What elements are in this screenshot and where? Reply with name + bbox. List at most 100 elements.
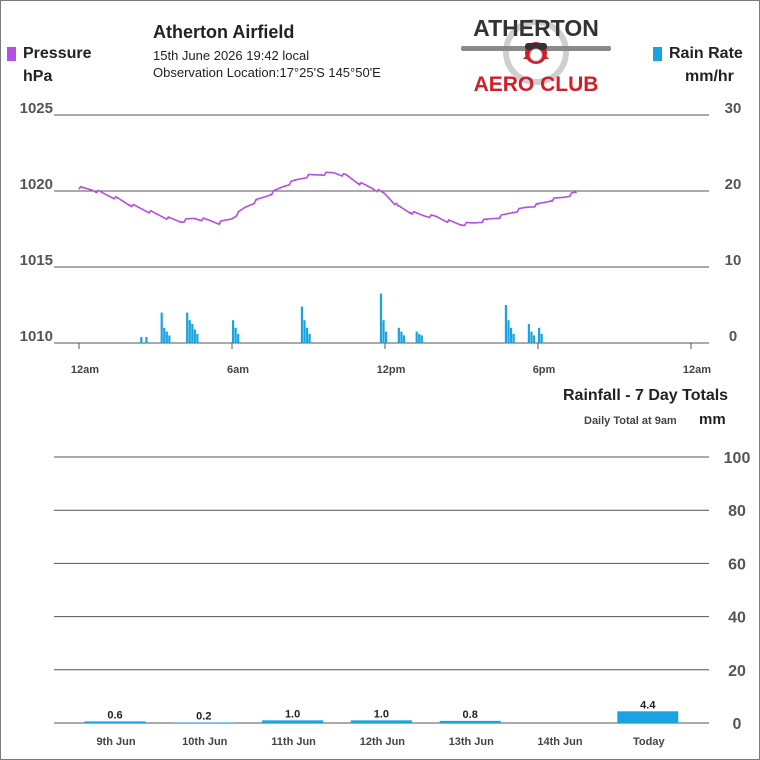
rain-rate-bar: [234, 327, 237, 343]
rain-rate-bar: [305, 327, 309, 343]
pressure-point: [180, 220, 182, 222]
rain-rate-bar: [530, 331, 533, 343]
date-time-line: 15th June 2026 19:42 local: [153, 48, 310, 63]
rainfall-unit-label: mm: [699, 411, 726, 428]
y-tick-label: 80: [728, 503, 746, 520]
pressure-point: [550, 199, 552, 201]
pressure-point: [562, 196, 565, 198]
rain-rate-bar: [308, 333, 311, 343]
pressure-unit-label: hPa: [23, 68, 53, 85]
rain-rate-bar: [540, 333, 543, 343]
bar-data-label: 0.2: [196, 710, 211, 722]
pressure-line: [78, 171, 577, 227]
x-tick-label: 12am: [683, 364, 711, 376]
x-tick-label: 12pm: [377, 364, 406, 376]
rain-rate-bar: [504, 305, 508, 343]
category-label: 11th Jun: [271, 736, 316, 748]
bar-data-label: 0.8: [463, 709, 478, 721]
rain-rate-bar: [507, 320, 510, 343]
y-right-tick-label: 10: [725, 252, 742, 269]
aero-club-logo: ATHERTON AERO CLUB: [461, 15, 611, 96]
y-left-tick-label: 1020: [20, 176, 53, 193]
rain-rate-bar: [538, 327, 541, 343]
rain-rate-bar: [300, 306, 304, 343]
pressure-point: [78, 187, 80, 189]
y-left-tick-label: 1010: [20, 328, 53, 345]
rain-rate-bar: [188, 320, 191, 343]
pressure-point: [371, 187, 373, 189]
logo-top-text: ATHERTON: [473, 15, 599, 41]
rain-rate-bar: [145, 336, 148, 343]
pressure-point: [537, 204, 539, 206]
pressure-point: [384, 193, 386, 195]
rainfall-bar: [84, 721, 146, 723]
rain-rate-bar: [303, 320, 306, 343]
rain-rate-bar: [402, 335, 406, 343]
pressure-point: [409, 211, 412, 213]
pressure-point: [473, 222, 475, 224]
rain-rate-bar: [512, 333, 515, 343]
rain-rate-bar: [379, 293, 383, 343]
rainfall-bar: [262, 720, 324, 723]
pressure-point: [205, 219, 208, 221]
pressure-point: [524, 207, 526, 209]
rain-rate-legend-swatch: [653, 47, 662, 61]
pressure-point: [346, 175, 348, 177]
pressure-point: [333, 172, 335, 174]
rainfall-bar: [617, 711, 679, 723]
x-tick-label: 6pm: [533, 364, 556, 376]
pressure-point: [167, 217, 169, 219]
rainfall-bar: [350, 720, 412, 723]
category-label: 14th Jun: [537, 736, 583, 748]
pressure-point: [244, 207, 246, 209]
pressure-point: [486, 219, 488, 221]
rain-rate-bar: [232, 320, 235, 343]
pressure-point: [231, 217, 233, 219]
pressure-point: [511, 211, 514, 213]
rainfall-chart-subtitle: Daily Total at 9am: [584, 415, 677, 427]
rain-rate-bar: [193, 329, 196, 343]
pressure-point: [116, 198, 118, 200]
pressure-point: [154, 213, 157, 215]
pressure-point: [282, 185, 284, 188]
pressure-legend-label: Pressure: [23, 45, 92, 62]
rain-rate-bar: [397, 327, 400, 343]
pressure-point: [218, 222, 220, 224]
rain-rate-bar: [140, 336, 143, 343]
bar-data-label: 1.0: [374, 708, 389, 720]
rain-rate-legend-label: Rain Rate: [669, 45, 743, 62]
pressure-point: [193, 217, 195, 219]
pressure-point: [448, 220, 450, 222]
pressure-point: [295, 179, 297, 181]
rain-rate-bar: [191, 324, 194, 343]
rain-rate-bar: [186, 312, 189, 343]
rain-rate-bar: [160, 312, 163, 343]
rain-rate-bar: [168, 335, 171, 343]
bar-data-label: 4.4: [640, 699, 656, 711]
pressure-point: [435, 216, 437, 218]
pressure-point: [499, 216, 501, 218]
y-tick-label: 0: [733, 716, 742, 733]
x-tick-label: 12am: [71, 364, 99, 376]
rain-rate-bar: [509, 327, 513, 343]
pressure-point: [91, 188, 93, 191]
y-left-tick-label: 1025: [20, 100, 53, 117]
y-right-tick-label: 30: [725, 100, 742, 117]
pressure-point: [320, 173, 322, 175]
rain-rate-bar: [237, 333, 240, 343]
rain-rate-bar: [163, 327, 166, 343]
rain-rate-bar: [527, 324, 530, 343]
pressure-rain-chart: 1025 1020 1015 1010 30 20 10 0 12am 6am 12pm 6pm 12a…: [20, 100, 742, 376]
category-label: 12th Jun: [360, 736, 406, 748]
rain-rate-bar: [385, 331, 388, 343]
pressure-point: [129, 204, 131, 206]
pressure-point: [422, 214, 424, 216]
station-title: Atherton Airfield: [153, 22, 295, 42]
pressure-point: [397, 205, 399, 207]
pressure-point: [307, 175, 310, 177]
rain-rate-bar: [415, 331, 418, 343]
category-label: 10th Jun: [182, 736, 228, 748]
x-tick-label: 6am: [227, 364, 249, 376]
rain-rate-bar: [382, 320, 385, 343]
category-label: Today: [633, 736, 665, 748]
